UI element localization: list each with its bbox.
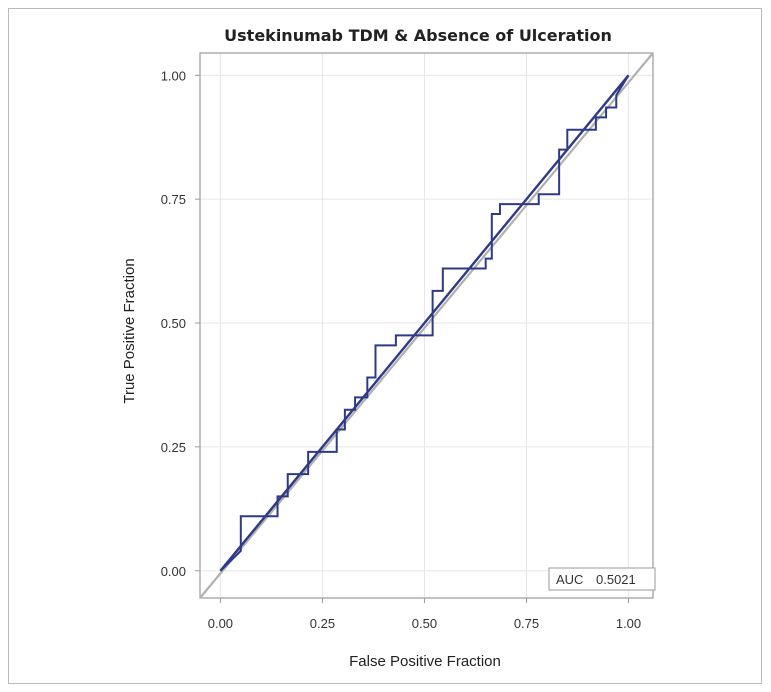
auc-box — [548, 567, 656, 591]
x-tick-label: 0.50 — [412, 616, 437, 631]
auc-value: 0.5021 — [596, 572, 636, 587]
smoothed-roc-line — [219, 74, 630, 572]
series-layer — [219, 74, 630, 572]
chart-title: Ustekinumab TDM & Absence of Ulceration — [224, 26, 612, 45]
plot-area — [199, 52, 654, 599]
x-tick-label: 1.00 — [616, 616, 641, 631]
x-tick-label: 0.25 — [310, 616, 335, 631]
reference-layer — [199, 52, 654, 599]
y-tick-label: 0.25 — [161, 440, 186, 455]
y-axis-ticks: 0.00 0.25 0.50 0.75 1.00 — [161, 68, 200, 579]
auc-label: AUC — [556, 572, 583, 587]
x-tick-label: 0.00 — [208, 616, 233, 631]
y-tick-label: 0.50 — [161, 316, 186, 331]
figure-frame — [8, 8, 762, 684]
y-tick-label: 0.00 — [161, 564, 186, 579]
x-tick-label: 0.75 — [514, 616, 539, 631]
x-axis-ticks: 0.00 0.25 0.50 0.75 1.00 — [208, 598, 641, 631]
y-axis-label: True Positive Fraction — [121, 258, 138, 403]
chance-diagonal-line — [199, 52, 654, 599]
y-tick-label: 0.75 — [161, 192, 186, 207]
auc-annotation: AUC 0.5021 — [548, 567, 656, 591]
y-tick-label: 1.00 — [161, 68, 186, 83]
x-axis-label: False Positive Fraction — [349, 653, 501, 670]
grid-lines — [200, 53, 653, 598]
